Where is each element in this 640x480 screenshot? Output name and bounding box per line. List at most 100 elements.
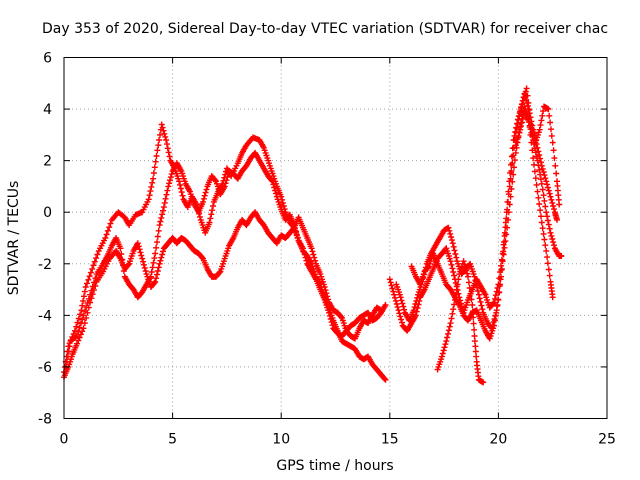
data-point-interp (137, 249, 144, 256)
data-point-interp (158, 214, 165, 221)
data-point (150, 175, 157, 182)
data-point-interp (414, 294, 421, 301)
data-point-interp (166, 180, 173, 187)
data-point-interp (454, 281, 461, 288)
tick-labels: 0 5 10 15 20 25 -8 -6 -4 -2 0 2 4 6 (38, 51, 616, 448)
data-point-interp (531, 145, 538, 152)
axis-ticks (63, 57, 608, 419)
data-point-interp (210, 203, 216, 209)
data-point (556, 201, 563, 208)
x-tick-label: 15 (381, 432, 399, 448)
data-point (547, 229, 554, 236)
data-point-interp (536, 201, 543, 207)
data-point-interp (197, 213, 203, 220)
data-point-interp (207, 215, 214, 222)
data-point (78, 307, 85, 314)
series-track-7 (434, 258, 487, 386)
data-point-interp (163, 191, 170, 198)
data-point-interp (103, 231, 110, 238)
data-point (89, 265, 96, 272)
y-tick-label: -8 (38, 412, 52, 428)
data-point-interp (515, 132, 522, 139)
data-point-interp (150, 259, 157, 266)
data-point-interp (394, 304, 401, 311)
data-point-interp (439, 350, 446, 357)
data-point-interp (440, 347, 447, 354)
data-point (299, 245, 306, 252)
data-point (71, 327, 78, 334)
chart-title: Day 353 of 2020, Sidereal Day-to-day VTE… (42, 21, 608, 37)
data-point-interp (533, 181, 540, 188)
data-point (156, 222, 163, 229)
data-point-interp (528, 129, 535, 136)
data-point-interp (159, 211, 166, 218)
data-point-interp (392, 297, 399, 304)
data-point (447, 320, 454, 327)
data-point (491, 299, 498, 306)
data-point-interp (526, 122, 533, 129)
data-point-interp (199, 254, 206, 261)
data-point-interp (498, 273, 504, 280)
data-point-interp (162, 133, 169, 140)
data-point-interp (92, 283, 99, 289)
data-point-interp (224, 174, 231, 181)
data-point-interp (510, 171, 517, 178)
x-axis-label: GPS time / hours (276, 458, 393, 474)
data-point-interp (397, 313, 404, 320)
data-point-interp (155, 142, 162, 149)
data-point-interp (201, 192, 208, 199)
data-point-interp (328, 319, 335, 326)
data-point-interp (156, 137, 163, 143)
data-point-interp (511, 164, 517, 171)
data-point-interp (157, 218, 164, 225)
data-point (508, 186, 515, 192)
data-point-interp (154, 239, 160, 246)
data-point-interp (398, 316, 405, 323)
data-point-interp (552, 162, 559, 169)
data-point (221, 183, 228, 190)
data-point-interp (545, 221, 552, 228)
data-point-interp (451, 301, 458, 308)
data-point (545, 106, 552, 113)
data-point-interp (81, 288, 88, 295)
x-tick-label: 25 (598, 432, 616, 448)
data-point-interp (451, 247, 458, 254)
data-point (176, 178, 183, 185)
data-point-interp (81, 293, 87, 300)
data-point-interp (159, 124, 166, 131)
data-point (512, 142, 519, 149)
data-point-interp (491, 317, 498, 324)
data-point (530, 155, 537, 162)
data-point-interp (75, 337, 82, 344)
data-point-interp (179, 192, 186, 199)
data-point-interp (549, 236, 556, 242)
data-point-interp (309, 248, 316, 255)
data-point-interp (270, 181, 277, 188)
y-axis-label: SDTVAR / TECUs (6, 181, 22, 296)
data-point (117, 245, 124, 252)
data-point-interp (104, 227, 111, 234)
data-point (491, 322, 498, 329)
data-point-interp (538, 159, 544, 166)
data-point (452, 296, 458, 303)
data-point-interp (200, 195, 207, 202)
data-point-interp (155, 227, 162, 234)
data-point-interp (136, 246, 143, 253)
data-point-interp (387, 279, 394, 286)
data-point (547, 193, 554, 200)
data-point-interp (468, 296, 475, 303)
data-point-interp (83, 314, 90, 321)
data-point-interp (390, 288, 397, 295)
data-point-interp (381, 375, 388, 382)
data-point-interp (107, 220, 114, 227)
data-point-interp (508, 153, 515, 160)
data-point-interp (544, 213, 551, 220)
data-point-interp (142, 268, 149, 274)
data-point (152, 278, 159, 285)
data-point-interp (521, 94, 527, 101)
data-point-interp (545, 266, 552, 273)
data-point-interp (414, 305, 421, 312)
data-point-interp (89, 291, 96, 298)
data-point (538, 219, 545, 226)
